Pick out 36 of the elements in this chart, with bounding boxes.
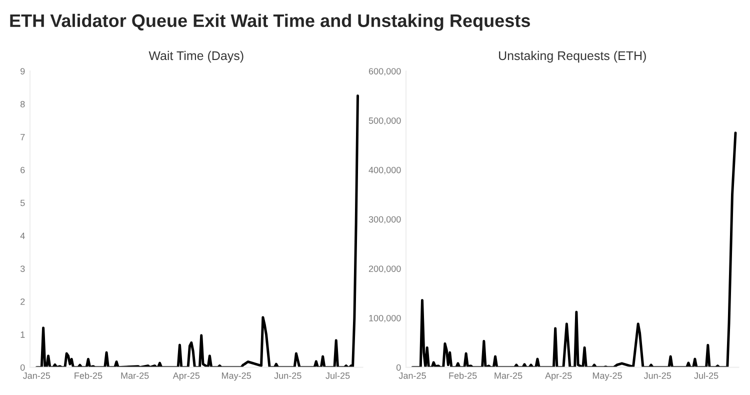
x-tick-label: Jun-25 <box>644 372 672 379</box>
y-tick-label: 7 <box>20 134 25 140</box>
y-tick-label: 9 <box>20 68 25 74</box>
y-tick-label: 3 <box>20 266 25 272</box>
y-tick-label: 6 <box>20 166 25 174</box>
y-tick-label: 0 <box>20 364 25 371</box>
x-tick-label: Jan-25 <box>398 372 426 379</box>
y-tick-label: 1 <box>20 331 25 338</box>
x-tick-label: Jun-25 <box>274 372 302 379</box>
y-tick-label: 300,000 <box>368 216 401 224</box>
x-tick-label: May-25 <box>592 372 622 381</box>
y-tick-label: 2 <box>20 298 25 305</box>
y-tick-label: 0 <box>396 364 401 371</box>
y-tick-label: 4 <box>20 232 25 239</box>
y-tick-label: 5 <box>20 200 25 206</box>
x-tick-label: Mar-25 <box>494 372 522 379</box>
chart-subtitle: Unstaking Requests (ETH) <box>499 50 646 63</box>
x-tick-label: Mar-25 <box>121 372 149 379</box>
y-tick-label: 100,000 <box>369 314 401 322</box>
x-tick-label: Jul-25 <box>326 372 350 379</box>
y-tick-label: 500,000 <box>368 117 401 125</box>
x-tick-label: May-25 <box>222 372 251 381</box>
y-tick-label: 200,000 <box>368 266 401 274</box>
y-tick-label: 8 <box>20 100 25 108</box>
line-series <box>35 94 360 368</box>
x-tick-label: Jan-25 <box>22 372 50 379</box>
chart-subtitle: Wait Time (Days) <box>148 50 244 63</box>
x-tick-label: Jul-25 <box>694 372 718 379</box>
x-tick-label: Apr-25 <box>172 372 200 381</box>
x-tick-label: Feb-25 <box>449 372 477 379</box>
x-tick-label: Feb-25 <box>74 372 102 379</box>
y-tick-label: 600,000 <box>368 68 401 76</box>
chart-title: ETH Validator Queue Exit Wait Time and Unstaking Requests <box>10 14 530 31</box>
y-tick-label: 400,000 <box>368 166 401 174</box>
line-series <box>411 132 737 368</box>
x-tick-label: Apr-25 <box>545 372 572 381</box>
